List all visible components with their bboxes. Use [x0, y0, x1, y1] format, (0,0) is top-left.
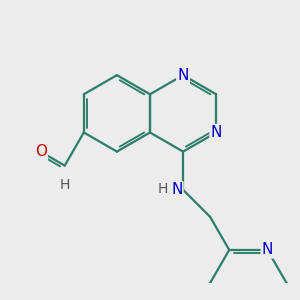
Text: H: H — [158, 182, 168, 196]
Text: N: N — [171, 182, 182, 197]
Text: N: N — [177, 68, 189, 83]
Text: N: N — [211, 125, 222, 140]
Text: O: O — [35, 144, 47, 159]
Text: N: N — [262, 242, 273, 257]
Text: H: H — [59, 178, 70, 192]
